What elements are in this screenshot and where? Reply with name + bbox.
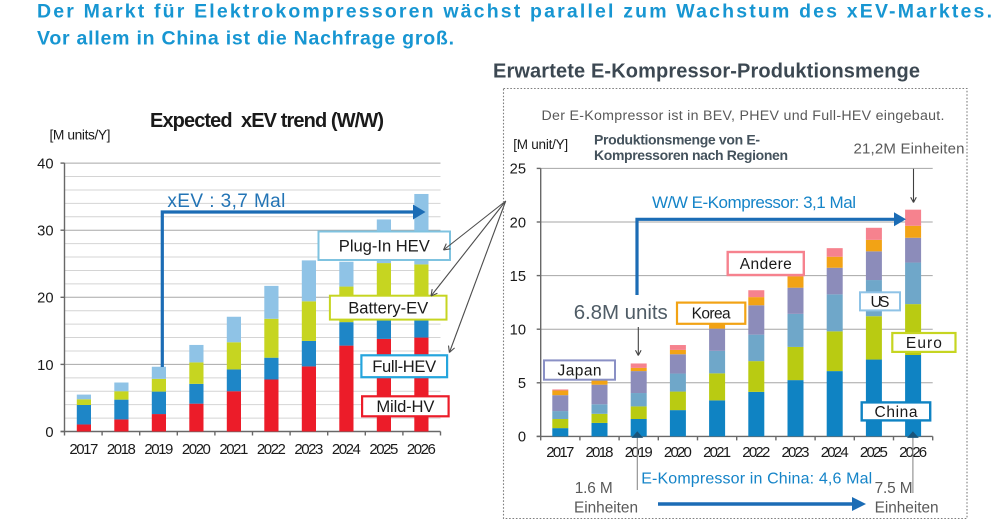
svg-text:2022: 2022 [742, 444, 770, 461]
svg-text:6.8M units: 6.8M units [574, 301, 668, 324]
svg-text:2017: 2017 [546, 444, 574, 461]
svg-text:Expected xEV trend (W/W): Expected xEV trend (W/W) [150, 110, 384, 132]
svg-text:40: 40 [37, 157, 53, 173]
svg-text:2023: 2023 [294, 441, 323, 458]
svg-text:2021: 2021 [703, 444, 731, 461]
svg-text:Vor allem in China ist die Nac: Vor allem in China ist die Nachfrage gro… [37, 28, 454, 50]
svg-text:20: 20 [37, 291, 53, 307]
svg-text:China: China [875, 404, 918, 421]
svg-text:0: 0 [518, 430, 526, 446]
svg-text:1.6 M: 1.6 M [575, 480, 613, 497]
svg-text:10: 10 [37, 358, 53, 374]
svg-text:2021: 2021 [219, 441, 248, 458]
svg-text:W/W E-Kompressor: 3,1 Mal: W/W E-Kompressor: 3,1 Mal [652, 193, 856, 212]
svg-text:US: US [871, 294, 890, 311]
svg-text:21,2M Einheiten: 21,2M Einheiten [854, 141, 965, 158]
svg-text:[M unit/Y]: [M unit/Y] [513, 137, 568, 152]
svg-text:Euro: Euro [906, 335, 942, 352]
svg-text:7.5 M: 7.5 M [875, 480, 913, 497]
svg-text:2018: 2018 [586, 444, 614, 461]
svg-text:2026: 2026 [407, 441, 436, 458]
svg-text:Full-HEV: Full-HEV [372, 357, 436, 376]
svg-text:Mild-HV: Mild-HV [376, 397, 434, 416]
svg-text:Einheiten: Einheiten [875, 500, 939, 517]
svg-text:Korea: Korea [692, 306, 731, 323]
svg-text:2024: 2024 [332, 441, 361, 458]
svg-text:Andere: Andere [740, 256, 792, 273]
svg-text:Battery-EV: Battery-EV [348, 299, 428, 318]
svg-text:Der Markt für Elektrokompresso: Der Markt für Elektrokompressoren wächst… [37, 1, 992, 23]
svg-text:2018: 2018 [107, 441, 136, 458]
svg-text:0: 0 [45, 425, 53, 441]
svg-text:Kompressoren nach Regionen: Kompressoren nach Regionen [594, 147, 788, 163]
svg-text:Der E-Kompressor ist in BEV, P: Der E-Kompressor ist in BEV, PHEV und Fu… [542, 108, 945, 124]
svg-text:[M units/Y]: [M units/Y] [50, 128, 111, 143]
svg-text:2025: 2025 [369, 441, 398, 458]
svg-text:Produktionsmenge von E-: Produktionsmenge von E- [594, 132, 760, 148]
svg-text:2024: 2024 [821, 444, 849, 461]
svg-text:30: 30 [37, 224, 53, 240]
svg-text:2025: 2025 [860, 444, 888, 461]
svg-text:2020: 2020 [664, 444, 692, 461]
svg-text:Plug-In HEV: Plug-In HEV [339, 237, 430, 256]
svg-text:2019: 2019 [144, 441, 173, 458]
svg-text:Erwartete E-Kompressor-Produkt: Erwartete E-Kompressor-Produktionsmenge [493, 61, 920, 83]
svg-text:25: 25 [510, 162, 526, 178]
svg-text:Einheiten: Einheiten [574, 500, 638, 517]
svg-text:xEV : 3,7 Mal: xEV : 3,7 Mal [167, 191, 285, 212]
svg-text:E-Kompressor in China: 4,6 Mal: E-Kompressor in China: 4,6 Mal [641, 471, 872, 488]
svg-text:10: 10 [510, 323, 526, 339]
svg-text:15: 15 [510, 269, 526, 285]
svg-text:Japan: Japan [558, 363, 602, 380]
svg-text:5: 5 [518, 376, 526, 392]
svg-text:2023: 2023 [782, 444, 810, 461]
svg-text:2020: 2020 [182, 441, 211, 458]
svg-text:2019: 2019 [625, 444, 653, 461]
svg-text:20: 20 [510, 215, 526, 231]
svg-text:2022: 2022 [257, 441, 286, 458]
svg-text:2017: 2017 [69, 441, 98, 458]
